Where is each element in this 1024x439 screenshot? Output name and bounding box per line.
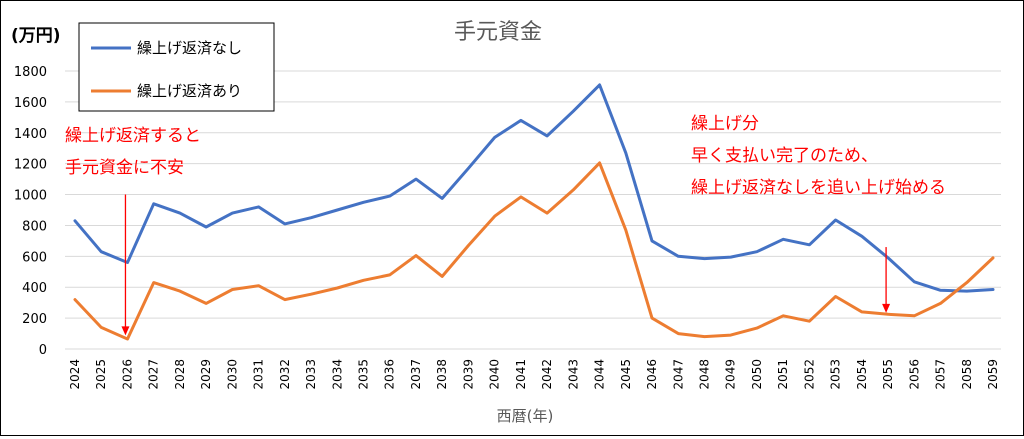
x-tick-label: 2050 [750, 359, 764, 390]
y-tick-label: 1000 [14, 189, 47, 204]
legend-label-no-prepay: 繰上げ返済なし [137, 39, 242, 57]
series-lines [73, 83, 995, 341]
legend: 繰上げ返済なし 繰上げ返済あり [78, 22, 275, 112]
y-axis-ticks: 0 200 400 600 800 1000 1200 1400 1600 1800 [14, 65, 47, 358]
x-tick-label: 2028 [173, 359, 187, 390]
x-tick-label: 2034 [330, 359, 344, 390]
x-tick-label: 2052 [802, 359, 816, 390]
x-tick-label: 2045 [619, 359, 633, 390]
annotation-text: 繰上げ分 [691, 114, 759, 134]
annotation-text: 早く支払い完了のため、 [691, 146, 878, 166]
y-tick-label: 200 [22, 312, 47, 327]
annotation-arrowhead [121, 326, 130, 336]
x-tick-label: 2025 [94, 359, 108, 390]
series-line-1 [73, 161, 995, 341]
y-tick-label: 600 [22, 250, 47, 265]
annotation-text: 繰上げ返済なしを追い上げ始める [691, 178, 946, 198]
y-tick-label: 1200 [14, 158, 47, 173]
x-tick-label: 2058 [960, 359, 974, 390]
y-tick-label: 800 [22, 219, 47, 234]
y-tick-label: 1800 [14, 65, 47, 80]
x-tick-label: 2053 [829, 359, 843, 390]
x-tick-label: 2051 [776, 359, 790, 390]
x-tick-label: 2057 [934, 359, 948, 390]
x-tick-label: 2033 [304, 359, 318, 390]
x-tick-label: 2048 [697, 359, 711, 390]
x-tick-label: 2026 [120, 359, 134, 390]
y-tick-label: 1600 [14, 96, 47, 111]
x-tick-label: 2040 [488, 359, 502, 390]
y-unit-label: (万円) [11, 26, 61, 46]
x-tick-label: 2049 [724, 359, 738, 390]
annotation-text: 手元資金に不安 [65, 158, 184, 178]
x-tick-label: 2035 [357, 359, 371, 390]
x-tick-label: 2043 [566, 359, 580, 390]
x-tick-label: 2059 [986, 359, 1000, 390]
annotation-text: 繰上げ返済すると [65, 126, 201, 146]
x-tick-label: 2029 [199, 359, 213, 390]
x-tick-label: 2039 [461, 359, 475, 390]
x-tick-label: 2056 [907, 359, 921, 390]
x-tick-label: 2027 [147, 359, 161, 390]
series-line-0 [73, 83, 995, 293]
y-tick-label: 1400 [14, 127, 47, 142]
x-tick-label: 2042 [540, 359, 554, 390]
x-tick-label: 2054 [855, 359, 869, 390]
x-tick-label: 2037 [409, 359, 423, 390]
y-tick-label: 0 [39, 343, 47, 358]
y-tick-label: 400 [22, 281, 47, 296]
x-tick-label: 2044 [593, 359, 607, 390]
legend-box [78, 22, 275, 112]
x-tick-label: 2055 [881, 359, 895, 390]
x-tick-label: 2030 [225, 359, 239, 390]
x-axis-ticks: 2024 2025 2026 2027 2028 2029 2030 2031 2032 2033… [68, 359, 1000, 390]
legend-label-prepay: 繰上げ返済あり [137, 82, 242, 100]
x-tick-label: 2032 [278, 359, 292, 390]
annotation-arrowhead [882, 303, 891, 313]
x-tick-label: 2036 [383, 359, 397, 390]
x-tick-label: 2024 [68, 359, 82, 390]
x-tick-label: 2041 [514, 359, 528, 390]
x-tick-label: 2046 [645, 359, 659, 390]
gridlines [65, 70, 1001, 350]
x-axis-label: 西暦(年) [497, 407, 554, 425]
chart-title: 手元資金 [454, 20, 542, 45]
x-tick-label: 2038 [435, 359, 449, 390]
x-tick-label: 2031 [252, 359, 266, 390]
x-tick-label: 2047 [671, 359, 685, 390]
